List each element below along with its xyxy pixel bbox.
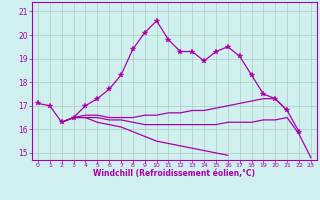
X-axis label: Windchill (Refroidissement éolien,°C): Windchill (Refroidissement éolien,°C) (93, 169, 255, 178)
